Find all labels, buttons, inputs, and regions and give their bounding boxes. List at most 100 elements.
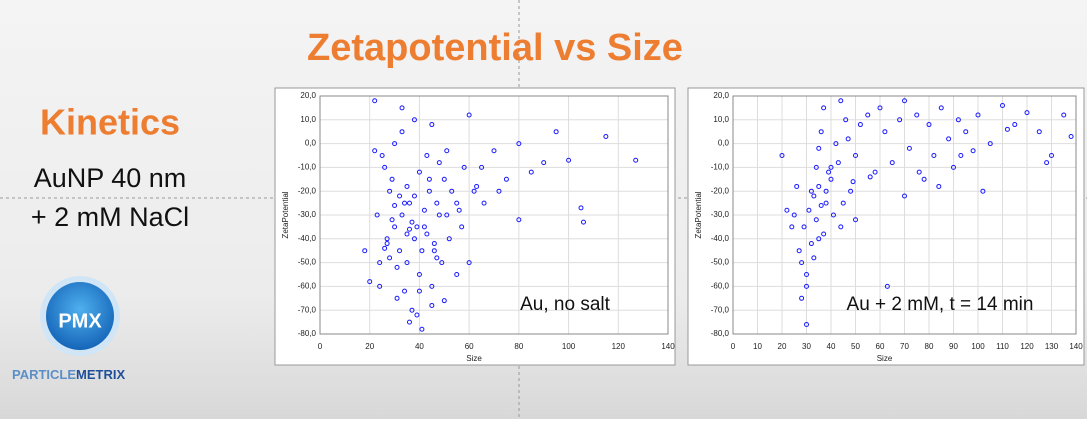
y-tick-label: -70,0 [711,305,730,314]
point [938,105,944,111]
point [429,122,435,128]
point [821,105,827,111]
x-tick-label: 100 [971,342,985,351]
subtitle-line: AuNP 40 nm [34,163,187,193]
point [845,136,851,142]
x-tick-label: 40 [827,342,836,351]
x-tick-label: 120 [1020,342,1034,351]
point [411,236,417,242]
x-tick-label: 50 [851,342,860,351]
point [931,153,937,158]
x-tick-label: 80 [514,342,523,351]
point [436,212,442,218]
point [414,312,420,318]
point [811,255,817,261]
point [406,319,412,325]
point [833,141,839,147]
point [951,164,956,170]
point [444,212,450,218]
point [454,272,460,277]
point [580,219,586,225]
point [434,200,440,206]
point [835,160,841,166]
point [404,231,410,237]
point [818,129,824,135]
point [794,183,800,189]
point [884,283,890,289]
x-tick-label: 20 [365,342,374,351]
x-tick-label: 0 [731,342,736,351]
point [434,255,440,261]
x-tick-label: 0 [318,342,323,351]
point [441,176,447,182]
point [553,129,559,135]
point [821,231,827,237]
point [409,219,415,225]
point [503,176,509,182]
logo-text: PMX [58,310,102,332]
point [843,117,849,123]
point [419,248,425,254]
point [816,236,822,242]
y-tick-label: -20,0 [298,186,317,195]
chart-panel [274,87,676,366]
point [409,307,415,313]
y-tick-label: 0,0 [718,139,730,148]
point [479,164,485,170]
y-tick-label: -60,0 [711,282,730,291]
point [416,272,422,277]
point [853,217,858,223]
x-tick-label: 30 [802,342,811,351]
point [382,245,388,251]
logo [46,282,114,350]
point [877,105,883,111]
point [897,117,903,123]
point [808,188,814,194]
chart-panel [687,87,1085,366]
x-tick-label: 140 [661,342,675,351]
brand: PARTICLEMETRIX [12,367,125,382]
point [436,160,442,166]
point [441,298,447,304]
x-tick-label: 100 [562,342,576,351]
point [528,169,534,175]
point [1036,129,1042,135]
point [416,288,422,294]
point [578,205,584,211]
x-tick-label: 120 [612,342,626,351]
point [902,193,907,199]
point [848,188,854,194]
point [1068,133,1074,139]
x-tick-label: 10 [753,342,762,351]
point [404,183,410,189]
point [384,236,390,242]
point [414,224,420,230]
point [1004,126,1010,132]
point [431,248,437,254]
point [372,98,378,104]
brand-part: PARTICLE [12,367,76,382]
y-tick-label: -20,0 [711,186,730,195]
point [853,153,858,158]
y-tick-label: -40,0 [298,234,317,243]
point [377,283,383,289]
y-tick-label: -80,0 [711,329,730,338]
x-tick-label: 70 [900,342,909,351]
point [421,224,427,230]
slide-title: Zetapotential vs Size [307,27,683,69]
point [828,164,834,170]
point [491,148,497,154]
y-tick-label: -50,0 [711,258,730,267]
point [804,283,809,289]
x-tick-label: 140 [1069,342,1083,351]
point [603,133,609,139]
point [394,295,400,301]
point [838,98,844,104]
point [397,248,403,254]
y-tick-label: 10,0 [713,115,729,124]
point [1000,103,1005,109]
x-axis-label: Size [877,354,893,363]
point [1049,153,1054,158]
point [926,122,932,128]
point [921,176,927,182]
